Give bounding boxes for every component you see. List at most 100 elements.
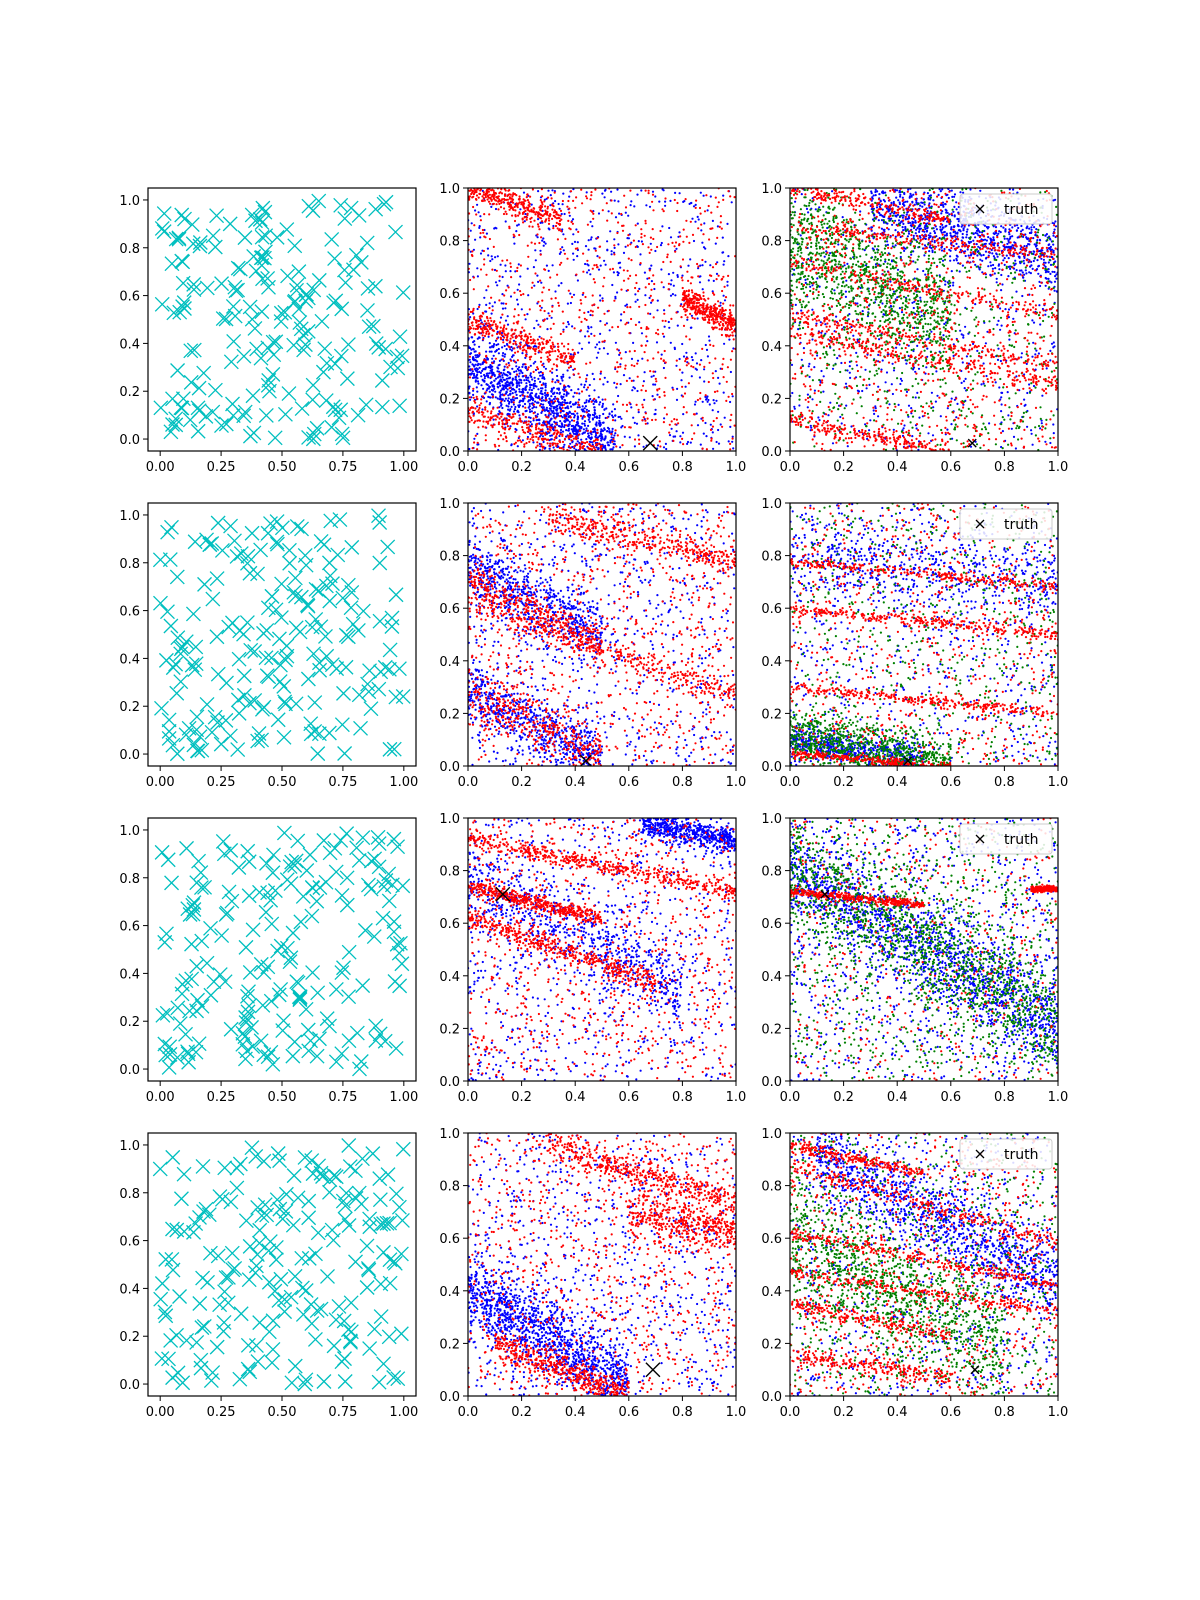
data-point [485,400,488,403]
data-point [491,309,494,312]
data-point [675,364,678,367]
data-point [632,341,635,344]
data-point [649,312,652,315]
data-point [567,352,570,355]
data-point [668,326,671,329]
data-point [610,253,613,256]
data-point [717,428,720,432]
data-point [514,378,517,381]
data-point [546,423,549,426]
data-point [692,300,696,303]
data-point [706,315,709,319]
data-point [662,189,665,192]
data-point [494,256,497,259]
data-point [602,347,606,350]
data-point [595,444,598,447]
data-point [1055,273,1058,276]
data-point [510,334,513,337]
data-point [581,405,584,408]
data-point [702,194,705,197]
y-tick-label: 0.2 [119,385,140,400]
data-point [620,417,623,420]
data-point [697,309,701,312]
data-point [719,308,722,311]
data-point [507,361,510,365]
data-point [472,414,475,417]
data-point [662,286,665,289]
data-point [719,221,722,224]
data-point [688,304,691,307]
data-point [546,351,549,354]
data-point [518,372,521,375]
data-point [1001,430,1005,433]
data-point [611,419,615,422]
data-point [484,391,487,394]
data-point [898,202,902,206]
data-point [722,263,725,266]
data-point [528,410,532,413]
data-point [613,381,616,384]
data-point [728,335,731,338]
data-point [653,282,656,286]
data-point [991,252,994,255]
data-point [554,216,557,219]
data-point [596,428,599,431]
data-point [900,379,904,382]
data-point [636,375,639,378]
data-point [522,345,525,348]
data-point [623,311,626,314]
data-point [552,205,555,208]
data-point [489,259,492,263]
data-point [722,294,725,297]
data-point [624,211,627,214]
data-point [504,270,507,273]
data-point [573,391,576,394]
data-point [585,427,588,430]
data-point [659,244,663,247]
data-point [588,399,591,402]
data-point [494,323,497,326]
data-point [558,263,562,266]
data-point [560,447,563,450]
data-point [502,302,505,305]
data-point [583,383,586,386]
data-point [599,445,602,448]
data-point [917,367,921,370]
data-point [682,291,685,294]
candidate-point [237,230,253,246]
data-point [521,212,525,215]
data-point [623,426,627,429]
data-point [540,399,543,402]
data-point [578,406,581,409]
data-point [575,421,579,424]
data-point [561,433,564,436]
data-point [567,415,571,418]
data-point [996,323,999,326]
data-point [573,416,576,419]
data-point [483,228,486,232]
data-point [598,378,602,381]
data-point [634,323,638,326]
data-point [895,196,898,199]
data-point [647,246,650,249]
data-point [524,387,527,390]
candidate-point [222,216,238,232]
data-point [509,207,513,210]
data-point [573,360,576,363]
data-point [939,228,942,231]
data-point [652,237,655,241]
data-point [536,274,539,277]
data-point [527,206,530,210]
candidate-point [392,398,408,414]
data-point [501,346,504,349]
data-point [479,363,482,366]
data-point [624,367,627,370]
data-point [547,438,550,441]
data-point [514,209,517,212]
data-point [818,206,821,209]
data-point [524,212,527,216]
data-point [627,214,630,217]
data-point [531,433,534,436]
data-point [589,430,593,433]
data-point [567,384,570,388]
